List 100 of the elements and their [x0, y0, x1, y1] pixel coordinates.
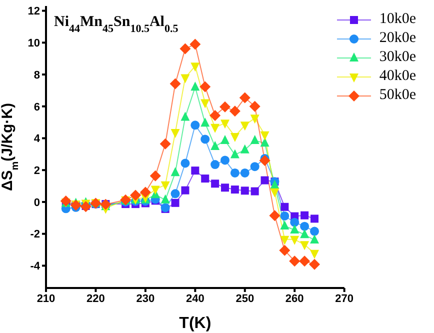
y-tick-label: 4 — [34, 133, 41, 146]
point — [250, 187, 259, 196]
point — [211, 180, 220, 188]
point — [300, 211, 309, 220]
point — [259, 155, 270, 166]
point — [210, 160, 220, 170]
point — [240, 186, 249, 195]
point — [230, 149, 240, 158]
x-tick-label: 250 — [236, 292, 254, 305]
point — [180, 112, 190, 121]
text: Ni$_{44}$Mn$_{45}$Sn$_{10.5}$Al$_{0.5}$ — [54, 14, 179, 35]
y-tick-label: 10 — [28, 38, 40, 50]
x-tick-label: 270 — [335, 292, 354, 305]
point — [190, 62, 200, 72]
point — [170, 78, 181, 90]
point — [290, 224, 300, 234]
point — [260, 131, 270, 140]
y-tick-label: 12 — [28, 6, 40, 18]
y-tick-label: 0 — [34, 196, 40, 209]
point — [308, 258, 320, 270]
y-tick-label: 6 — [34, 101, 40, 114]
point — [210, 110, 221, 121]
y-tick-label: 2 — [34, 165, 40, 178]
point — [230, 168, 240, 178]
point — [240, 168, 250, 178]
point — [200, 134, 210, 144]
point — [240, 122, 250, 131]
point — [280, 211, 290, 220]
point — [180, 74, 190, 84]
point — [219, 101, 230, 112]
point — [80, 201, 92, 212]
point — [270, 188, 280, 198]
x-tick-label: 220 — [86, 292, 105, 305]
point — [310, 234, 319, 244]
point — [170, 167, 180, 176]
point — [220, 156, 230, 165]
point — [279, 244, 290, 256]
point — [210, 124, 220, 133]
point — [220, 184, 229, 192]
point — [220, 120, 230, 129]
point — [201, 174, 210, 183]
point — [210, 141, 220, 150]
point — [170, 189, 180, 198]
point — [250, 114, 260, 124]
point — [300, 241, 310, 250]
point — [170, 129, 180, 138]
point — [269, 210, 280, 222]
point — [299, 256, 310, 267]
point — [260, 176, 269, 184]
point — [181, 186, 190, 194]
point — [290, 236, 300, 245]
x-tick-label: 230 — [136, 292, 155, 305]
legend-label: 40k0e — [379, 68, 416, 85]
point — [249, 100, 260, 112]
legend-label: 30k0e — [379, 49, 416, 66]
point — [190, 82, 200, 91]
y-tick-label: -4 — [30, 260, 41, 273]
point — [240, 144, 250, 154]
x-tick-label: 260 — [285, 292, 304, 305]
point — [280, 236, 290, 245]
point — [310, 226, 319, 236]
point — [200, 118, 210, 127]
point — [250, 162, 260, 172]
x-tick-label: 210 — [36, 292, 56, 305]
point — [220, 134, 230, 144]
point — [310, 214, 318, 223]
point — [310, 250, 319, 259]
point — [130, 190, 141, 201]
point — [160, 181, 170, 190]
point — [250, 134, 260, 144]
point — [200, 81, 211, 92]
point — [280, 220, 290, 230]
point — [171, 198, 180, 207]
legend-label: 10k0e — [379, 11, 416, 28]
point — [160, 138, 171, 150]
point — [239, 92, 250, 104]
point — [300, 222, 310, 231]
point — [230, 132, 240, 142]
point — [150, 186, 160, 195]
x-axis-title: T(K) — [179, 315, 212, 332]
x-tick-label: 240 — [186, 292, 204, 305]
point — [190, 38, 201, 50]
point — [180, 158, 190, 168]
y-tick-label: -2 — [30, 228, 40, 241]
point — [140, 186, 151, 198]
point — [190, 120, 200, 130]
point — [150, 170, 161, 182]
point — [230, 186, 239, 194]
point — [280, 202, 289, 211]
point — [289, 256, 300, 267]
point — [160, 194, 170, 204]
legend-label: 20k0e — [379, 30, 416, 47]
point — [270, 180, 280, 189]
y-tick-label: 8 — [34, 69, 40, 82]
legend-label: 50k0e — [379, 87, 416, 104]
point — [191, 166, 200, 175]
point — [229, 106, 240, 117]
point — [180, 43, 191, 54]
point — [200, 99, 210, 108]
point — [300, 229, 310, 238]
